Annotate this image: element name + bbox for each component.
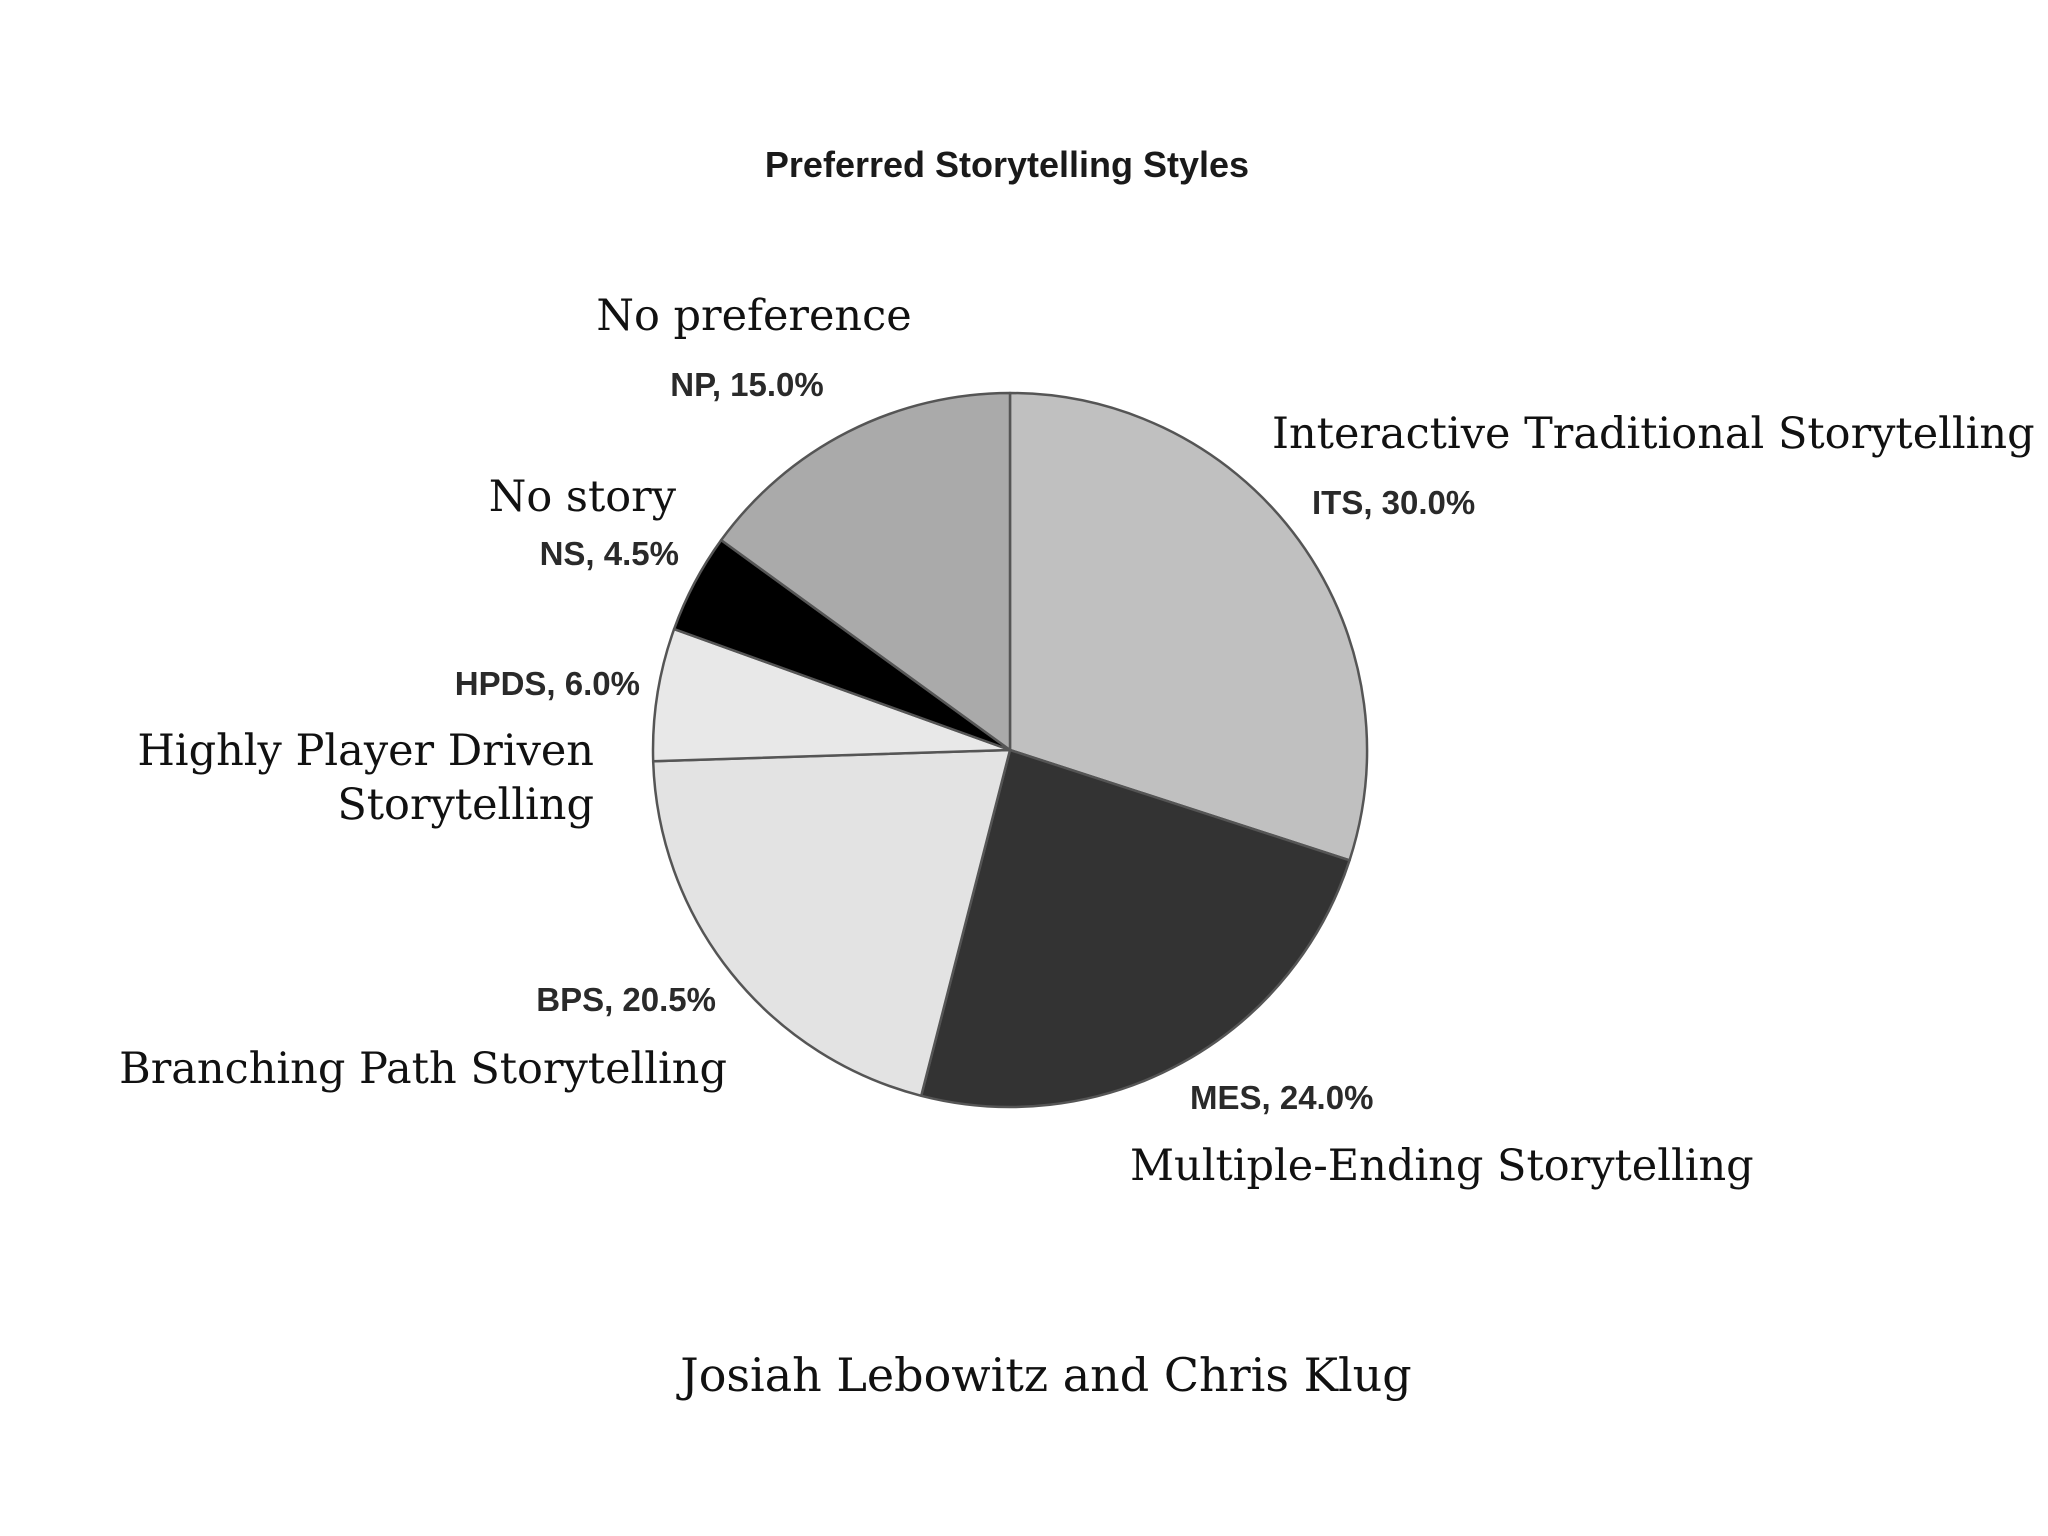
pie-slices bbox=[651, 391, 1369, 1109]
slice-label-its: ITS, 30.0% bbox=[1312, 484, 1475, 521]
slice-label-mes: MES, 24.0% bbox=[1190, 1079, 1373, 1116]
caption-np: No preference bbox=[596, 291, 911, 341]
pie-slice-hpds bbox=[651, 627, 1012, 763]
slice-label-ns: NS, 4.5% bbox=[540, 535, 679, 572]
caption-hpds-line2: Storytelling bbox=[337, 780, 594, 830]
slice-label-bps: BPS, 20.5% bbox=[536, 981, 716, 1018]
pie-slice-bps bbox=[651, 748, 1012, 1098]
pie-slice-mes bbox=[919, 748, 1351, 1109]
chart-title: Preferred Storytelling Styles bbox=[765, 144, 1249, 185]
caption-mes: Multiple-Ending Storytelling bbox=[1130, 1141, 1754, 1191]
pie-slice-np bbox=[719, 391, 1012, 752]
caption-its: Interactive Traditional Storytelling bbox=[1272, 409, 2035, 459]
slice-label-np: NP, 15.0% bbox=[670, 366, 824, 403]
pie-slice-its bbox=[1008, 391, 1369, 862]
caption-ns: No story bbox=[489, 472, 677, 522]
caption-bps: Branching Path Storytelling bbox=[119, 1044, 727, 1094]
caption-hpds-line1: Highly Player Driven bbox=[137, 726, 594, 776]
slice-label-hpds: HPDS, 6.0% bbox=[455, 665, 640, 702]
credit-line: Josiah Lebowitz and Chris Klug bbox=[676, 1348, 1412, 1402]
